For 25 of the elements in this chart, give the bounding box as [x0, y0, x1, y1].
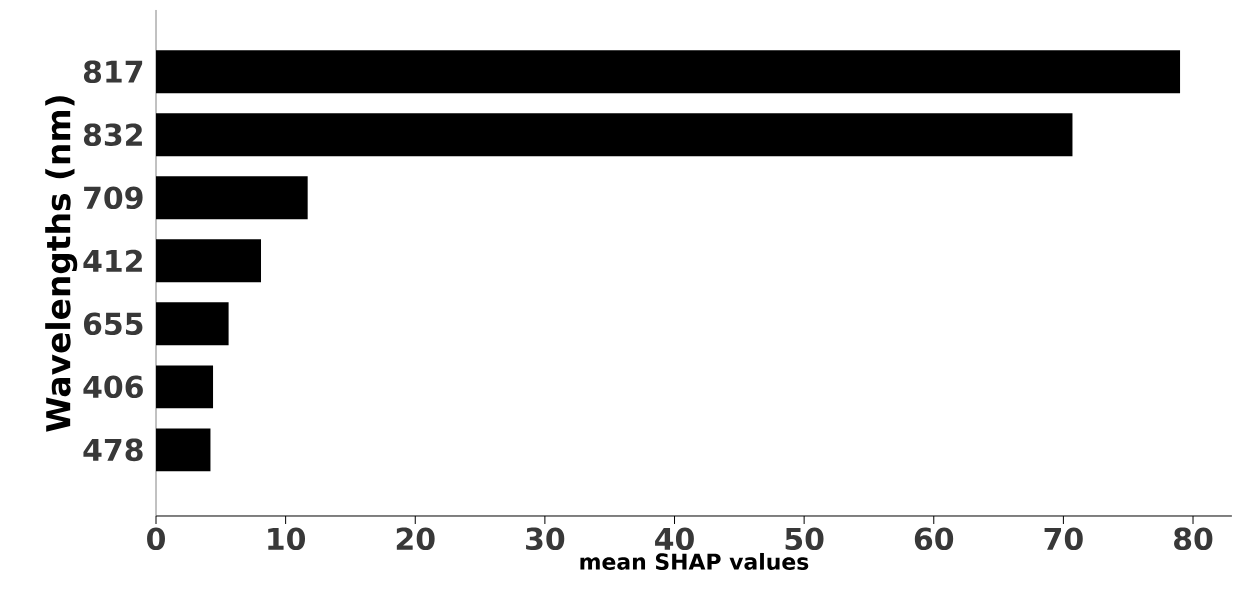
- y-tick-label: 832: [83, 123, 142, 147]
- bar: [156, 365, 214, 409]
- bar: [156, 176, 308, 220]
- bar: [156, 50, 1181, 94]
- x-tick-label: 50: [785, 527, 824, 551]
- bar: [156, 302, 229, 346]
- y-tick-label: 478: [83, 438, 143, 462]
- x-tick-label: 40: [655, 527, 694, 551]
- x-tick-label: 60: [914, 527, 954, 551]
- x-axis-title: mean SHAP values: [580, 552, 809, 570]
- y-tick-label: 406: [83, 375, 143, 399]
- x-tick-label: 80: [1174, 527, 1213, 551]
- bar: [156, 113, 1073, 157]
- bar: [156, 428, 211, 472]
- x-tick-label: 10: [268, 527, 306, 551]
- y-tick-label: 817: [83, 60, 143, 84]
- y-tick-label: 412: [83, 249, 142, 272]
- x-tick-label: 0: [147, 527, 165, 551]
- x-tick-label: 70: [1044, 527, 1083, 551]
- y-tick-label: 655: [83, 312, 143, 336]
- x-tick-label: 20: [396, 527, 435, 551]
- y-tick-label: 709: [84, 186, 143, 210]
- x-tick-label: 30: [526, 527, 565, 551]
- y-axis-title: Wavelengths (nm): [45, 96, 78, 432]
- bar: [156, 239, 262, 283]
